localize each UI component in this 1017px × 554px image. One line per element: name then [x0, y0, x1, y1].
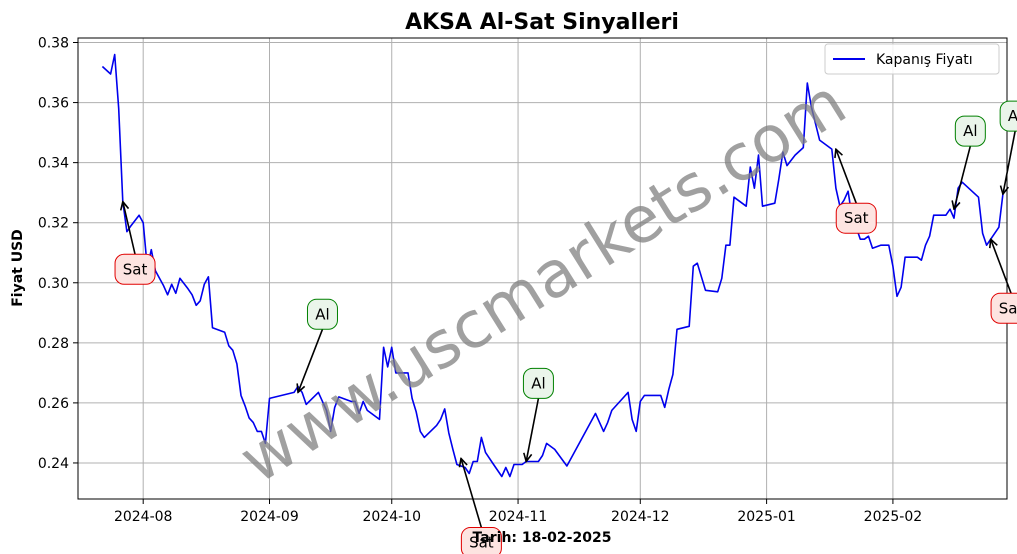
x-tick-label: 2024-11 [489, 509, 548, 525]
x-tick-label: 2024-08 [114, 509, 173, 525]
sell-signal-annotation: Sat [835, 149, 877, 234]
signal-label-box [306, 298, 338, 330]
signal-label-text: Sat [844, 209, 869, 227]
buy-signal-annotation: Al [999, 100, 1017, 194]
signal-arrow [954, 145, 972, 209]
signal-arrow [123, 202, 136, 255]
signal-label-box [954, 115, 986, 147]
y-tick-label: 0.28 [38, 336, 69, 352]
signal-arrow [526, 398, 540, 461]
axis-ticks: 2024-08 2024-09 2024-10 2024-11 2024-12 2025-… [38, 36, 922, 525]
signal-label-text: Sat [123, 260, 148, 278]
sell-signal-annotation: Sat [114, 202, 156, 285]
signal-label-text: Al [531, 374, 545, 392]
y-tick-label: 0.38 [38, 36, 69, 52]
y-axis-label: Fiyat USD [10, 229, 26, 307]
legend-label-kapanis: Kapanış Fiyatı [876, 52, 973, 68]
signal-label-box [835, 202, 877, 234]
signal-arrow [461, 458, 483, 528]
signal-arrow [836, 149, 857, 204]
signal-label-box [114, 253, 156, 285]
signal-arrow [298, 329, 324, 392]
sell-signal-annotation: Sat [460, 458, 502, 554]
chart-title: AKSA Al-Sat Sinyalleri [405, 10, 679, 35]
buy-signal-annotation: Al [954, 115, 986, 209]
y-tick-label: 0.30 [38, 276, 69, 292]
signal-label-text: Al [315, 305, 329, 323]
legend-box [824, 43, 1000, 75]
signal-label-box [522, 367, 554, 399]
y-tick-label: 0.26 [38, 396, 69, 412]
buy-signal-annotation: Al [298, 298, 338, 392]
plot-frame [77, 37, 1008, 500]
buy-signal-annotation: Al [522, 367, 554, 461]
signal-label-text: Al [1008, 107, 1017, 125]
x-tick-label: 2024-09 [240, 509, 299, 525]
y-tick-label: 0.36 [38, 96, 69, 112]
signal-annotations: Sat Al Sat Al Sat Al Sat Al [114, 100, 1017, 554]
signal-label-text: Sat [999, 299, 1017, 317]
signal-label-text: Sat [469, 534, 494, 552]
sell-signal-annotation: Sat [990, 239, 1017, 324]
y-tick-label: 0.32 [38, 216, 69, 232]
legend: Kapanış Fiyatı [824, 43, 1000, 75]
signal-label-text: Al [963, 122, 977, 140]
y-tick-label: 0.24 [38, 456, 69, 472]
x-tick-label: 2025-02 [864, 509, 923, 525]
signal-label-box [460, 527, 502, 554]
plot-area [78, 38, 1007, 499]
signal-label-box [990, 292, 1017, 324]
y-tick-label: 0.34 [38, 156, 69, 172]
x-tick-label: 2024-12 [611, 509, 670, 525]
signal-label-box [999, 100, 1017, 132]
signal-arrow [1003, 130, 1016, 194]
x-axis-label: Tarih: 18-02-2025 [473, 530, 612, 546]
x-tick-label: 2025-01 [737, 509, 796, 525]
x-tick-label: 2024-10 [362, 509, 421, 525]
signal-arrow [991, 239, 1012, 294]
